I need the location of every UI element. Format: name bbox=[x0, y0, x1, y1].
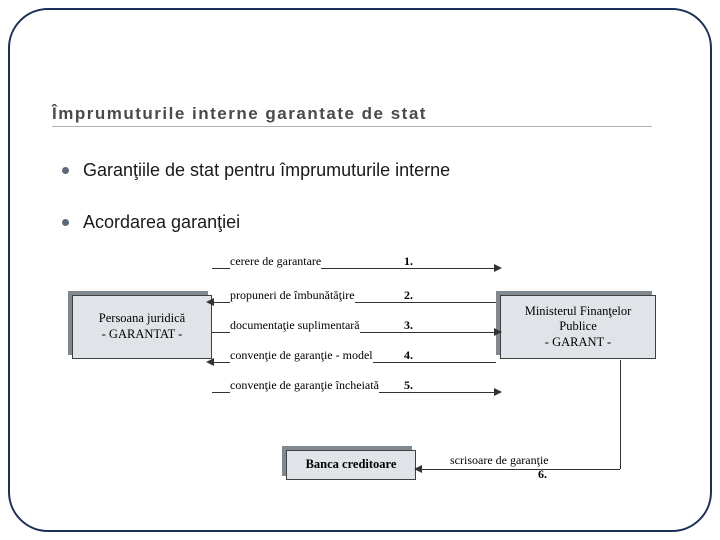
arrow-head-right-icon bbox=[494, 264, 502, 272]
entity-box-garant: Ministerul Finanţelor Publice - GARANT - bbox=[500, 295, 656, 359]
arrow-head-left-icon bbox=[206, 298, 214, 306]
flow-label: propuneri de îmbunătăţire bbox=[230, 288, 355, 303]
box-line: Publice bbox=[559, 319, 597, 335]
arrow-head-right-icon bbox=[494, 388, 502, 396]
arrow-head-left-icon bbox=[206, 358, 214, 366]
arrow-head-left-icon bbox=[414, 465, 422, 473]
box-line: Ministerul Finanţelor bbox=[525, 304, 632, 320]
slide-title: Împrumuturile interne garantate de stat bbox=[52, 104, 652, 127]
bullet-text: Garanţiile de stat pentru împrumuturile … bbox=[83, 160, 450, 181]
box-line: Banca creditoare bbox=[306, 457, 397, 473]
box-line: - GARANT - bbox=[545, 335, 611, 351]
bullet-dot-icon bbox=[62, 219, 69, 226]
box-line: - GARANTAT - bbox=[102, 327, 183, 343]
bullet-dot-icon bbox=[62, 167, 69, 174]
flow-number: 4. bbox=[404, 348, 413, 363]
flow-number: 5. bbox=[404, 378, 413, 393]
flow6-label: scrisoare de garanţie bbox=[450, 453, 549, 468]
bullet-item: Acordarea garanţiei bbox=[62, 212, 240, 233]
flow6-number: 6. bbox=[538, 467, 547, 482]
bullet-item: Garanţiile de stat pentru împrumuturile … bbox=[62, 160, 450, 181]
flow-label: documentaţie suplimentară bbox=[230, 318, 360, 333]
flow6-drop-line bbox=[620, 360, 621, 469]
flow6-arrow-line bbox=[420, 469, 620, 470]
entity-box-bank: Banca creditoare bbox=[286, 450, 416, 480]
bullet-text: Acordarea garanţiei bbox=[83, 212, 240, 233]
flow-label: convenţie de garanţie - model bbox=[230, 348, 373, 363]
flow-number: 2. bbox=[404, 288, 413, 303]
flow-number: 1. bbox=[404, 254, 413, 269]
flow-number: 3. bbox=[404, 318, 413, 333]
flow-label: cerere de garantare bbox=[230, 254, 321, 269]
arrow-head-right-icon bbox=[494, 328, 502, 336]
flow-label: convenţie de garanţie încheiată bbox=[230, 378, 379, 393]
entity-box-garantat: Persoana juridică - GARANTAT - bbox=[72, 295, 212, 359]
box-line: Persoana juridică bbox=[99, 311, 185, 327]
